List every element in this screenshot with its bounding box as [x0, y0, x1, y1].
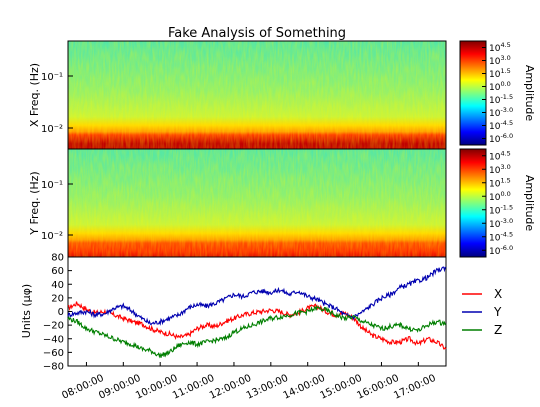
- colorbar-y-tick-label: 103.0: [489, 163, 511, 176]
- colorbar-x-tick-label: 10-3.0: [489, 106, 513, 119]
- spectrogram-y-panel: Y Freq. (Hz) 10⁻¹ 10⁻²: [28, 148, 447, 258]
- colorbar-y-tick-label: 100.0: [489, 190, 511, 203]
- colorbar-x-gradient: [459, 40, 487, 146]
- colorbar-x-tick-label: 101.5: [489, 67, 511, 80]
- colorbar-x-tick-label: 10-6.0: [489, 132, 513, 145]
- legend-label-z: Z: [494, 323, 502, 337]
- spectrogram-y-ylabel: Y Freq. (Hz): [28, 171, 41, 235]
- spectrogram-x-ytick-label-1: 10⁻¹: [41, 72, 63, 83]
- colorbar-x-tick-label: 100.0: [489, 80, 511, 93]
- colorbar-x-ticks: 104.5103.0101.5100.010-1.510-3.010-4.510…: [482, 41, 513, 145]
- line-ytick-label: −40: [43, 334, 64, 345]
- line-ytick-label: −80: [43, 362, 64, 373]
- line-chart-xticks: 08:00:0009:00:0010:00:0011:00:0012:00:00…: [60, 362, 438, 402]
- chart-title: Fake Analysis of Something: [168, 26, 346, 41]
- series-line-x: [67, 301, 447, 350]
- colorbar-y-tick-label: 10-1.5: [489, 203, 513, 216]
- spectrogram-x-ytick-label-2: 10⁻²: [41, 124, 63, 135]
- colorbar-x: 104.5103.0101.5100.010-1.510-3.010-4.510…: [459, 40, 536, 146]
- line-chart-ylabel: Units (μφ): [20, 284, 33, 338]
- colorbar-x-tick-label: 10-4.5: [489, 119, 513, 132]
- spectrogram-x-panel: X Freq. (Hz) 10⁻¹ 10⁻²: [28, 40, 447, 150]
- spectrogram-x-noise: [68, 41, 446, 149]
- line-ytick-label: 60: [51, 266, 64, 277]
- line-ytick-label: 40: [51, 280, 64, 291]
- series-line-y: [67, 266, 447, 326]
- spectrogram-y-ytick-label-2: 10⁻²: [41, 231, 63, 242]
- line-chart-yticks: 80 60 40 20 0 −20 −40 −60 −80: [43, 253, 72, 373]
- spectrogram-y-noise: [68, 149, 446, 257]
- colorbar-x-tick-label: 103.0: [489, 54, 511, 67]
- colorbar-y-gradient: [459, 148, 487, 258]
- legend-label-x: X: [494, 287, 502, 301]
- legend-label-y: Y: [493, 305, 502, 319]
- spectrogram-x-ylabel: X Freq. (Hz): [28, 63, 41, 127]
- colorbar-x-tick-label: 10-1.5: [489, 93, 513, 106]
- colorbar-y-tick-label: 10-6.0: [489, 244, 513, 257]
- colorbar-x-label: Amplitude: [523, 65, 536, 122]
- line-ytick-label: −60: [43, 348, 64, 359]
- spectrogram-y-ytick-label-1: 10⁻¹: [41, 180, 63, 191]
- colorbar-y-tick-label: 10-4.5: [489, 230, 513, 243]
- line-xtick-label: 17:00:00: [392, 373, 437, 402]
- line-ytick-label: 80: [51, 253, 64, 264]
- line-ytick-label: 20: [51, 293, 64, 304]
- line-chart-panel: Units (μφ) 80 60 40 20 0 −20 −40 −60 −80 08:00:0…: [20, 253, 447, 402]
- colorbar-x-tick-label: 104.5: [489, 41, 511, 54]
- line-ytick-label: 0: [58, 307, 64, 318]
- colorbar-y-ticks: 104.5103.0101.5100.010-1.510-3.010-4.510…: [482, 149, 513, 257]
- colorbar-y-label: Amplitude: [523, 175, 536, 232]
- series-line-z: [67, 304, 447, 359]
- line-ytick-label: −20: [43, 321, 64, 332]
- line-chart-series: [67, 266, 447, 359]
- colorbar-y-tick-label: 10-3.0: [489, 217, 513, 230]
- legend: XYZ: [462, 287, 502, 337]
- colorbar-y-tick-label: 104.5: [489, 149, 511, 162]
- colorbar-y: 104.5103.0101.5100.010-1.510-3.010-4.510…: [459, 148, 536, 258]
- colorbar-y-tick-label: 101.5: [489, 176, 511, 189]
